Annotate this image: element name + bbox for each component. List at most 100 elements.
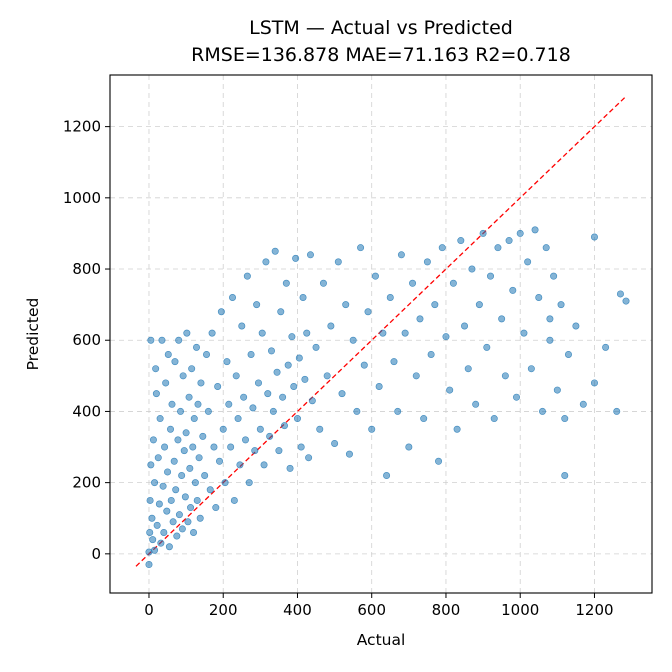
grid-lines [110, 75, 652, 593]
scatter-point [516, 229, 524, 237]
scatter-point [165, 543, 173, 551]
scatter-point [269, 407, 277, 415]
scatter-point [561, 415, 569, 423]
scatter-point [379, 329, 387, 337]
scatter-point [251, 447, 259, 455]
scatter-point [590, 379, 598, 387]
scatter-point [360, 361, 368, 369]
scatter-point [175, 511, 183, 519]
scatter-point [208, 329, 216, 337]
scatter-point [371, 272, 379, 280]
scatter-point [312, 343, 320, 351]
scatter-point [334, 258, 342, 266]
scatter-point [245, 479, 253, 487]
scatter-point [271, 247, 279, 255]
scatter-point [204, 407, 212, 415]
scatter-point [527, 365, 535, 373]
scatter-point [308, 397, 316, 405]
x-tick-label: 1000 [501, 601, 539, 619]
scatter-point [438, 244, 446, 252]
scatter-point [327, 322, 335, 330]
scatter-point [420, 415, 428, 423]
scatter-point [147, 461, 155, 469]
scatter-point [184, 518, 192, 526]
scatter-point [394, 407, 402, 415]
scatter-point [349, 336, 357, 344]
scatter-point [201, 472, 209, 480]
scatter-point [217, 308, 225, 316]
y-tick-label: 400 [72, 402, 101, 420]
scatter-point [193, 343, 201, 351]
scatter-point [338, 390, 346, 398]
scatter-point [190, 528, 198, 536]
scatter-point [319, 279, 327, 287]
scatter-point [293, 415, 301, 423]
scatter-point [453, 425, 461, 433]
scatter-point [412, 372, 420, 380]
scatter-point [258, 329, 266, 337]
scatter-point [538, 407, 546, 415]
scatter-point [194, 400, 202, 408]
scatter-point [297, 443, 305, 451]
scatter-point [494, 244, 502, 252]
scatter-point [227, 443, 235, 451]
scatter-point [236, 461, 244, 469]
scatter-point [253, 301, 261, 309]
scatter-point [216, 457, 224, 465]
scatter-point [145, 561, 153, 569]
scatter-point [174, 436, 182, 444]
scatter-point [524, 258, 532, 266]
scatter-point [509, 286, 517, 294]
scatter-point [602, 343, 610, 351]
scatter-point [256, 425, 264, 433]
scatter-point [303, 329, 311, 337]
scatter-point [305, 454, 313, 462]
scatter-point [613, 407, 621, 415]
scatter-point [590, 233, 598, 241]
scatter-point [170, 457, 178, 465]
scatter-point [546, 315, 554, 323]
scatter-point [243, 272, 251, 280]
scatter-point [446, 386, 454, 394]
scatter-point [316, 425, 324, 433]
scatter-point [223, 358, 231, 366]
scatter-point [464, 365, 472, 373]
scatter-point [368, 425, 376, 433]
scatter-point [306, 251, 314, 259]
scatter-point [472, 400, 480, 408]
scatter-point [397, 251, 405, 259]
scatter-point [483, 343, 491, 351]
scatter-point [146, 496, 154, 504]
scatter-point [553, 386, 561, 394]
scatter-point [185, 393, 193, 401]
scatter-point [167, 425, 175, 433]
scatter-point [203, 350, 211, 358]
scatter-point [266, 432, 274, 440]
scatter-point [579, 400, 587, 408]
scatter-point [158, 336, 166, 344]
scatter-point [147, 336, 155, 344]
chart-subtitle: RMSE=136.878 MAE=71.163 R2=0.718 [191, 44, 571, 66]
scatter-point [416, 315, 424, 323]
x-tick-label: 200 [209, 601, 238, 619]
scatter-point [616, 290, 624, 298]
scatter-point [156, 415, 164, 423]
scatter-point [546, 336, 554, 344]
scatter-point [468, 265, 476, 273]
x-tick-label: 1200 [575, 601, 613, 619]
y-tick-label: 1000 [63, 189, 101, 207]
scatter-point [149, 436, 157, 444]
scatter-point [189, 443, 197, 451]
scatter-point [164, 350, 172, 358]
x-tick-label: 400 [283, 601, 312, 619]
scatter-point [232, 372, 240, 380]
scatter-point [550, 272, 558, 280]
scatter-point [175, 336, 183, 344]
scatter-point [168, 400, 176, 408]
scatter-point [159, 482, 167, 490]
scatter-point [230, 496, 238, 504]
scatter-point [435, 457, 443, 465]
scatter-point [242, 436, 250, 444]
scatter-point [260, 461, 268, 469]
